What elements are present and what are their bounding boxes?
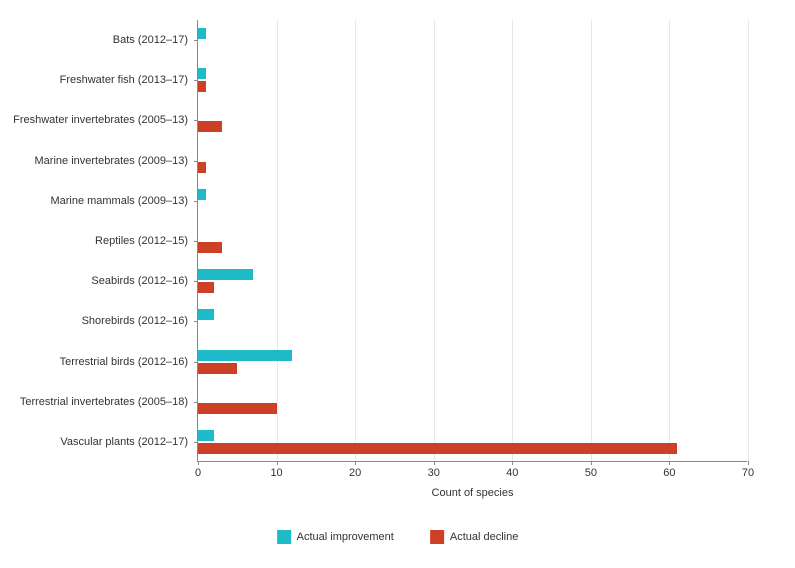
x-tick — [512, 461, 513, 465]
x-tick-label: 0 — [195, 467, 201, 479]
bar-decline — [198, 443, 677, 454]
x-tick — [277, 461, 278, 465]
legend-swatch — [277, 530, 291, 544]
bar-decline — [198, 162, 206, 173]
bar-decline — [198, 242, 222, 253]
bar-decline — [198, 363, 237, 374]
y-tick — [194, 321, 198, 322]
gridline — [434, 20, 435, 461]
category-label: Marine mammals (2009–13) — [50, 195, 188, 207]
bar-improvement — [198, 350, 292, 361]
y-tick — [194, 402, 198, 403]
y-tick — [194, 362, 198, 363]
category-label: Shorebirds (2012–16) — [82, 315, 188, 327]
category-label: Terrestrial birds (2012–16) — [60, 356, 188, 368]
gridline — [669, 20, 670, 461]
x-tick — [198, 461, 199, 465]
x-tick-label: 40 — [506, 467, 518, 479]
bar-decline — [198, 403, 277, 414]
bar-improvement — [198, 269, 253, 280]
y-tick — [194, 241, 198, 242]
category-label: Vascular plants (2012–17) — [60, 436, 188, 448]
gridline — [748, 20, 749, 461]
y-tick — [194, 442, 198, 443]
legend-item: Actual decline — [430, 530, 519, 544]
x-tick-label: 60 — [663, 467, 675, 479]
legend-label: Actual improvement — [297, 531, 394, 543]
category-label: Marine invertebrates (2009–13) — [35, 155, 188, 167]
category-label: Bats (2012–17) — [113, 34, 188, 46]
y-tick — [194, 281, 198, 282]
legend-swatch — [430, 530, 444, 544]
x-tick-label: 30 — [428, 467, 440, 479]
x-tick — [669, 461, 670, 465]
y-tick — [194, 120, 198, 121]
category-label: Seabirds (2012–16) — [91, 275, 188, 287]
x-tick-label: 70 — [742, 467, 754, 479]
legend-item: Actual improvement — [277, 530, 394, 544]
x-tick — [748, 461, 749, 465]
bar-decline — [198, 282, 214, 293]
y-tick — [194, 201, 198, 202]
gridline — [277, 20, 278, 461]
x-tick-label: 50 — [585, 467, 597, 479]
legend: Actual improvement Actual decline — [277, 530, 519, 544]
gridline — [355, 20, 356, 461]
bar-improvement — [198, 68, 206, 79]
y-tick — [194, 80, 198, 81]
category-label: Freshwater invertebrates (2005–13) — [13, 114, 188, 126]
bar-improvement — [198, 309, 214, 320]
x-tick — [355, 461, 356, 465]
bar-improvement — [198, 189, 206, 200]
x-tick-label: 10 — [270, 467, 282, 479]
gridline — [512, 20, 513, 461]
bar-decline — [198, 81, 206, 92]
gridline — [591, 20, 592, 461]
category-label: Terrestrial invertebrates (2005–18) — [20, 396, 188, 408]
y-tick — [194, 161, 198, 162]
bar-decline — [198, 121, 222, 132]
x-tick-label: 20 — [349, 467, 361, 479]
plot-area: Bats (2012–17)Freshwater fish (2013–17)F… — [197, 20, 747, 462]
y-tick — [194, 40, 198, 41]
category-label: Reptiles (2012–15) — [95, 235, 188, 247]
bar-improvement — [198, 430, 214, 441]
x-axis-title: Count of species — [432, 487, 514, 499]
category-label: Freshwater fish (2013–17) — [60, 74, 188, 86]
bar-improvement — [198, 28, 206, 39]
legend-label: Actual decline — [450, 531, 519, 543]
x-tick — [434, 461, 435, 465]
x-tick — [591, 461, 592, 465]
